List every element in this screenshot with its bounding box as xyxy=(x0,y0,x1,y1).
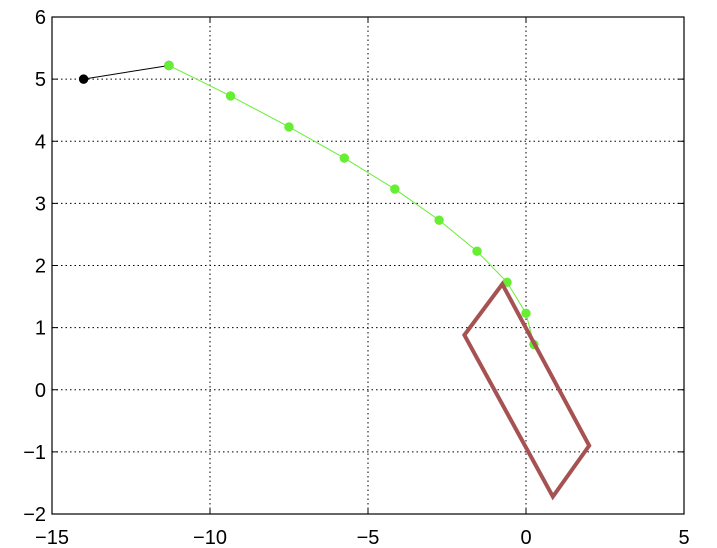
y-tick-label: 1 xyxy=(35,318,46,340)
y-tick-label: 3 xyxy=(35,193,46,215)
data-point xyxy=(472,246,482,256)
data-point xyxy=(434,215,444,225)
x-tick-label: 5 xyxy=(678,527,689,548)
y-tick-label: 6 xyxy=(35,7,46,29)
y-tick-label: 0 xyxy=(35,380,46,402)
y-tick-label: −1 xyxy=(23,442,46,464)
x-tick-label: −15 xyxy=(35,527,69,548)
x-tick-label: 0 xyxy=(520,527,531,548)
data-point xyxy=(225,91,236,101)
x-tick-label: −10 xyxy=(193,527,227,548)
series-line xyxy=(83,64,169,80)
rectangle-outline xyxy=(462,280,592,501)
data-point xyxy=(164,60,174,71)
data-point xyxy=(284,122,294,132)
series-line xyxy=(168,65,535,345)
y-tick-label: −2 xyxy=(23,504,46,526)
y-tick-label: 5 xyxy=(35,69,46,91)
data-point xyxy=(390,184,400,194)
data-point xyxy=(339,153,349,163)
y-tick-label: 4 xyxy=(35,131,46,153)
x-tick-label: −5 xyxy=(357,527,380,548)
y-tick-label: 2 xyxy=(35,256,46,278)
data-point xyxy=(78,74,89,84)
data-point xyxy=(521,308,531,319)
